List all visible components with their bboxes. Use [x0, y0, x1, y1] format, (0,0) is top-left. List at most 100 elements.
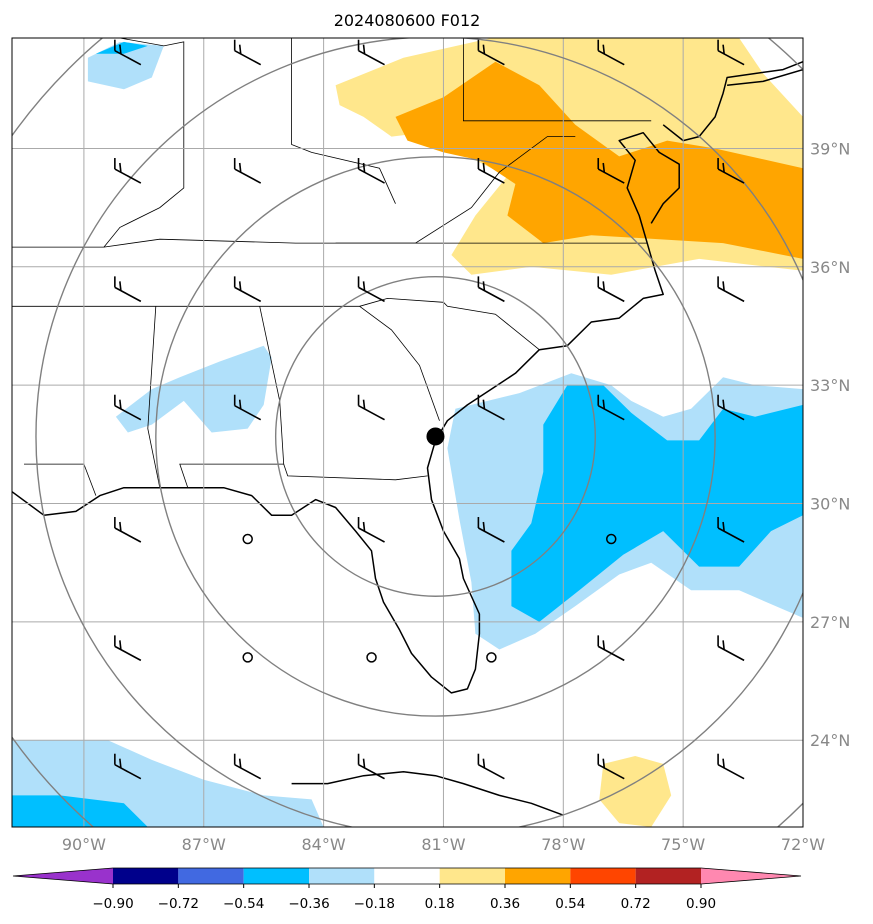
- wind-barb: [597, 39, 625, 66]
- colorbar-segment: [374, 868, 440, 884]
- lon-tick-label: 75°W: [661, 835, 705, 854]
- wind-barb: [233, 39, 262, 66]
- contour-fill-5: [115, 345, 272, 433]
- colorbar-segment: [113, 868, 179, 884]
- colorbar-tick-label: 0.72: [621, 896, 651, 912]
- coastlines: [12, 61, 803, 816]
- wind-barb: [114, 276, 142, 303]
- wind-barb: [717, 394, 745, 421]
- wind-barb: [233, 753, 262, 780]
- border-line-7: [291, 38, 396, 204]
- border-line-2: [147, 306, 161, 488]
- wind-barb: [597, 276, 625, 303]
- border-line-8: [462, 38, 652, 122]
- colorbar: −0.90 −0.72 −0.54 −0.36 −0.18 0.18 0.36 0.54 0.7…: [12, 867, 802, 912]
- lat-tick-label: 36°N: [810, 258, 850, 277]
- wind-barb: [114, 635, 142, 662]
- wind-barb: [357, 753, 385, 780]
- colorbar-tick-label: 0.18: [425, 896, 455, 912]
- contour-fills: [12, 38, 803, 827]
- colorbar-segment: [439, 868, 505, 884]
- lat-tick-label: 30°N: [810, 495, 850, 514]
- lon-tick-label: 78°W: [541, 835, 585, 854]
- colorbar-tick-label: 0.90: [686, 896, 716, 912]
- chart-title: 2024080600 F012: [334, 11, 481, 30]
- wind-barb: [717, 517, 745, 543]
- wind-barb: [114, 517, 142, 543]
- wind-barb: [357, 276, 385, 303]
- coastline-3: [291, 771, 564, 816]
- wind-barb: [477, 394, 505, 421]
- colorbar-tick-label: −0.36: [288, 896, 329, 912]
- coastline-2: [727, 68, 803, 87]
- wind-barb: [477, 158, 505, 184]
- border-line-10: [335, 136, 576, 244]
- range-ring-2: [35, 38, 803, 827]
- coastline-0: [12, 131, 680, 694]
- colorbar-tick-label: −0.18: [354, 896, 395, 912]
- wind-barb: [717, 158, 745, 184]
- calm-marker: [605, 533, 617, 545]
- contour-fill-9: [12, 795, 148, 827]
- wind-barb: [114, 753, 142, 780]
- wind-barb: [114, 158, 142, 184]
- lat-tick-label: 33°N: [810, 376, 850, 395]
- lat-tick-label: 39°N: [810, 139, 850, 158]
- longitude-labels: 90°W 87°W 84°W 81°W 78°W 75°W 72°W: [62, 835, 825, 854]
- border-line-5: [359, 305, 440, 421]
- lon-tick-label: 87°W: [182, 835, 226, 854]
- colorbar-segment: [309, 868, 375, 884]
- wind-barb: [114, 394, 142, 421]
- latitude-labels: 39°N 36°N 33°N 30°N 27°N 24°N: [810, 139, 850, 750]
- lon-tick-label: 84°W: [302, 835, 346, 854]
- wind-barb: [233, 276, 262, 303]
- border-line-6: [103, 38, 185, 248]
- wind-barb: [357, 517, 385, 543]
- colorbar-tick-label: 0.36: [490, 896, 520, 912]
- lon-tick-label: 81°W: [421, 835, 465, 854]
- lon-tick-label: 72°W: [781, 835, 825, 854]
- contour-fill-2: [599, 756, 672, 827]
- wind-barb: [477, 39, 505, 66]
- lon-tick-label: 90°W: [62, 835, 106, 854]
- wind-barb: [717, 39, 745, 66]
- colorbar-tick-label: 0.54: [555, 896, 585, 912]
- wind-barb: [717, 753, 745, 780]
- border-line-9: [24, 463, 97, 496]
- colorbar-tick-label: −0.72: [158, 896, 199, 912]
- coastline-1: [662, 61, 803, 142]
- center-point: [426, 427, 445, 446]
- range-ring-0: [274, 275, 596, 597]
- calm-marker: [242, 533, 253, 545]
- border-line-1: [12, 297, 540, 351]
- contour-fill-1: [395, 61, 803, 259]
- colorbar-segment: [178, 868, 244, 884]
- lat-tick-label: 27°N: [810, 613, 850, 632]
- wind-barb: [597, 158, 625, 184]
- wind-barb: [114, 39, 142, 66]
- colorbar-segment: [635, 868, 701, 884]
- colorbar-segment: [505, 868, 571, 884]
- border-line-4: [283, 463, 428, 481]
- wind-barb: [477, 517, 505, 543]
- wind-barb: [357, 158, 385, 184]
- map-frame: [11, 37, 804, 828]
- colorbar-tick-label: −0.54: [223, 896, 264, 912]
- state-borders: [12, 38, 652, 496]
- calm-marker: [366, 652, 377, 663]
- wind-barb: [717, 635, 745, 662]
- colorbar-extend-high: [701, 868, 801, 884]
- gridlines: [12, 38, 803, 827]
- wind-barb: [477, 276, 505, 303]
- wind-barb: [357, 39, 385, 66]
- wind-barb: [597, 394, 625, 421]
- wind-barb: [233, 158, 262, 184]
- range-ring-1: [155, 156, 716, 717]
- colorbar-segment: [243, 868, 309, 884]
- wind-barb: [717, 276, 745, 303]
- wind-barbs: [114, 39, 745, 780]
- colorbar-tick-label: −0.90: [92, 896, 133, 912]
